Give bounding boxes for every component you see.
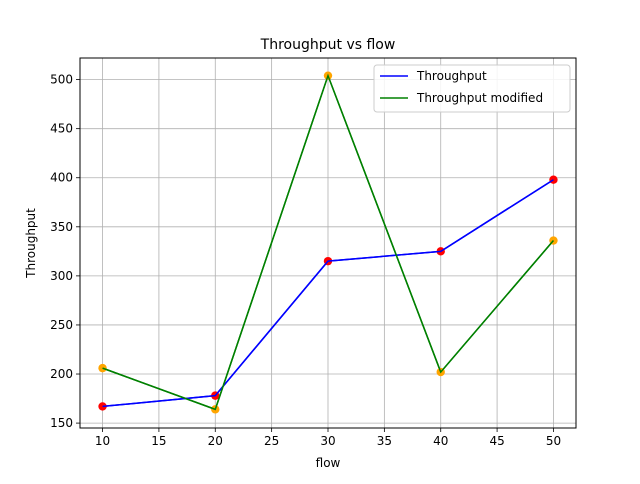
series-line-overlay-1 [102, 73, 555, 411]
x-tick-label: 35 [377, 434, 392, 448]
grid [80, 58, 576, 428]
y-tick-label: 400 [50, 171, 73, 185]
x-tick-label: 30 [320, 434, 335, 448]
x-tick-label: 40 [433, 434, 448, 448]
x-tick-label: 20 [208, 434, 223, 448]
y-tick-label: 200 [50, 367, 73, 381]
axes: 10 15 20 25 30 35 40 45 50 150 200 250 300 350 400 450 5… [50, 73, 561, 448]
series-layer [98, 71, 558, 414]
chart-title: Throughput vs flow [260, 37, 396, 53]
legend-label-0: Throughput [416, 69, 487, 83]
legend-box [373, 64, 571, 113]
x-tick-label: 50 [546, 434, 561, 448]
y-tick-label: 450 [50, 122, 73, 136]
y-tick-label: 300 [50, 269, 73, 283]
legend-label-1: Throughput modified [416, 91, 543, 105]
x-tick-label: 45 [489, 434, 504, 448]
x-tick-label: 25 [264, 434, 279, 448]
y-axis-label: Throughput [24, 208, 38, 279]
y-tick-label: 150 [50, 416, 73, 430]
x-tick-label: 10 [95, 434, 110, 448]
series-line-overlay-0 [102, 179, 554, 408]
y-tick-label: 500 [50, 73, 73, 87]
x-axis-label: flow [316, 456, 341, 470]
x-tick-label: 15 [151, 434, 166, 448]
y-tick-label: 250 [50, 318, 73, 332]
y-tick-label: 350 [50, 220, 73, 234]
legend: Throughput Throughput modified [373, 64, 571, 113]
